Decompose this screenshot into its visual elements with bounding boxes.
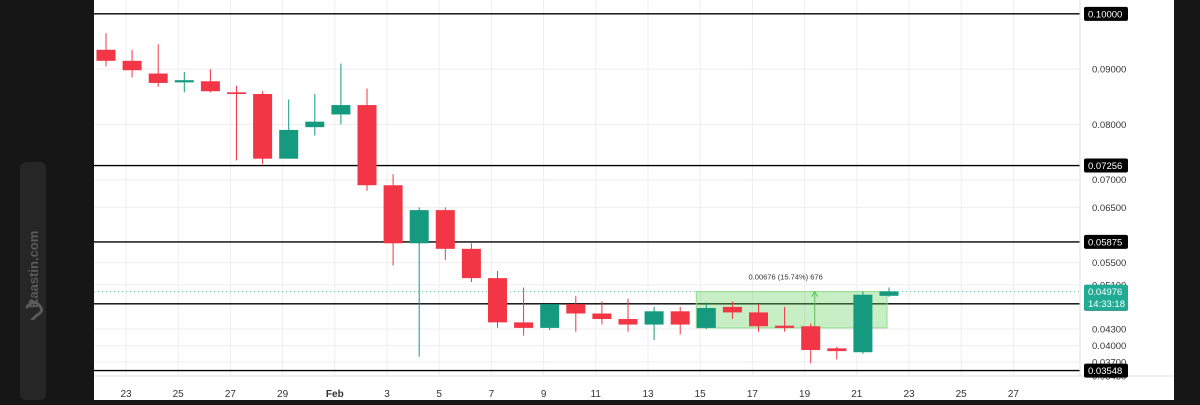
countdown-label: 14:33:18	[1088, 299, 1125, 310]
candle-body	[540, 304, 560, 328]
candle-body	[200, 81, 220, 92]
x-tick-label: 25	[173, 389, 185, 400]
x-tick-label: 27	[1008, 389, 1020, 400]
level-badge-label: 0.03548	[1088, 366, 1122, 377]
candle-body	[96, 49, 116, 61]
candle-body	[174, 80, 194, 83]
level-badge-label: 0.10000	[1088, 9, 1122, 20]
candle-body	[279, 129, 299, 159]
x-tick-label: 23	[120, 389, 132, 400]
candle-body	[409, 210, 429, 244]
y-tick-label: 0.03700	[1092, 358, 1126, 369]
level-badge	[1084, 363, 1128, 378]
candle-body	[122, 60, 142, 71]
x-tick-label: 3	[384, 389, 390, 400]
candle-body	[148, 73, 168, 83]
candle-body	[331, 105, 351, 115]
grid-layer	[94, 0, 1080, 377]
candle-body	[853, 294, 873, 353]
watermark-s-stroke	[25, 300, 44, 320]
candle-body	[566, 304, 586, 314]
candle-body	[253, 94, 273, 159]
y-tick-label: 0.04300	[1092, 325, 1126, 336]
x-tick-label: 17	[747, 389, 759, 400]
candle-body	[696, 307, 716, 328]
watermark-text: Raastin.com	[26, 231, 41, 308]
x-tick-label: 25	[956, 389, 968, 400]
x-tick-label: 21	[851, 389, 863, 400]
watermark-s-icon	[25, 300, 44, 320]
candlestick-chart[interactable]: 0.00676 (15.74%) 676 0.09000 0.08000 0.070…	[94, 0, 1174, 400]
candle-body	[827, 348, 847, 352]
y-tick-label: 0.05500	[1092, 258, 1126, 269]
left-sidebar	[20, 162, 46, 400]
candle-body	[357, 105, 377, 186]
x-tick-label: Feb	[326, 389, 344, 400]
candle-body	[749, 312, 768, 327]
time-axis[interactable]: 23 25 27 29 Feb 3 5 7 9 11 13 15 17 19 21 23 25 27	[94, 375, 1174, 400]
candle-body	[227, 92, 246, 94]
candle-body	[592, 313, 612, 320]
candle-body	[305, 121, 325, 128]
x-tick-label: 11	[591, 389, 602, 400]
candle-body	[644, 311, 664, 325]
y-tick-label: 0.09000	[1092, 65, 1126, 76]
x-tick-label: 27	[225, 389, 237, 400]
candle-body	[775, 325, 795, 328]
measure-arrowhead	[811, 290, 819, 297]
price-axis[interactable]: 0.090000.080000.070000.065000.055000.051…	[1079, 0, 1126, 383]
candles-layer	[96, 33, 899, 364]
candle-body	[461, 248, 481, 279]
level-badge	[1084, 158, 1128, 173]
candle-body	[514, 322, 534, 328]
candle-body	[879, 291, 899, 296]
x-tick-label: 7	[489, 389, 495, 400]
y-tick-label: 0.08000	[1092, 120, 1126, 131]
level-badge-label: 0.07256	[1088, 161, 1122, 172]
candle-body	[670, 311, 690, 325]
current-price-badge	[1084, 284, 1128, 311]
y-tick-label: 0.06500	[1092, 203, 1126, 214]
x-tick-label: 29	[277, 389, 289, 400]
x-tick-label: 5	[436, 389, 442, 400]
y-tick-label: 0.07000	[1092, 175, 1126, 186]
level-badge	[1084, 6, 1128, 21]
measure-label: 0.00676 (15.74%) 676	[749, 273, 823, 282]
watermark-logo: Raastin.com	[25, 231, 44, 320]
candle-body	[435, 210, 455, 249]
chart-panel[interactable]: 0.00676 (15.74%) 676 0.09000 0.08000 0.070…	[94, 0, 1174, 400]
candle-body	[722, 306, 742, 313]
candle-body	[383, 185, 403, 244]
candle-body	[488, 278, 507, 323]
y-tick-label: 0.04000	[1092, 341, 1126, 352]
x-tick-label: 23	[903, 389, 915, 400]
price-badges: 0.100000.072560.058750.047560.035480.049…	[1084, 6, 1128, 378]
level-badge	[1084, 234, 1128, 249]
level-badge-label: 0.05875	[1088, 237, 1122, 248]
x-tick-label: 19	[799, 389, 811, 400]
x-tick-label: 15	[695, 389, 707, 400]
candle-body	[618, 319, 638, 325]
candle-body	[801, 326, 821, 351]
horizontal-levels	[94, 13, 1080, 372]
x-tick-label: 13	[642, 389, 654, 400]
x-tick-label: 9	[541, 389, 547, 400]
current-price-label: 0.04976	[1088, 287, 1122, 298]
